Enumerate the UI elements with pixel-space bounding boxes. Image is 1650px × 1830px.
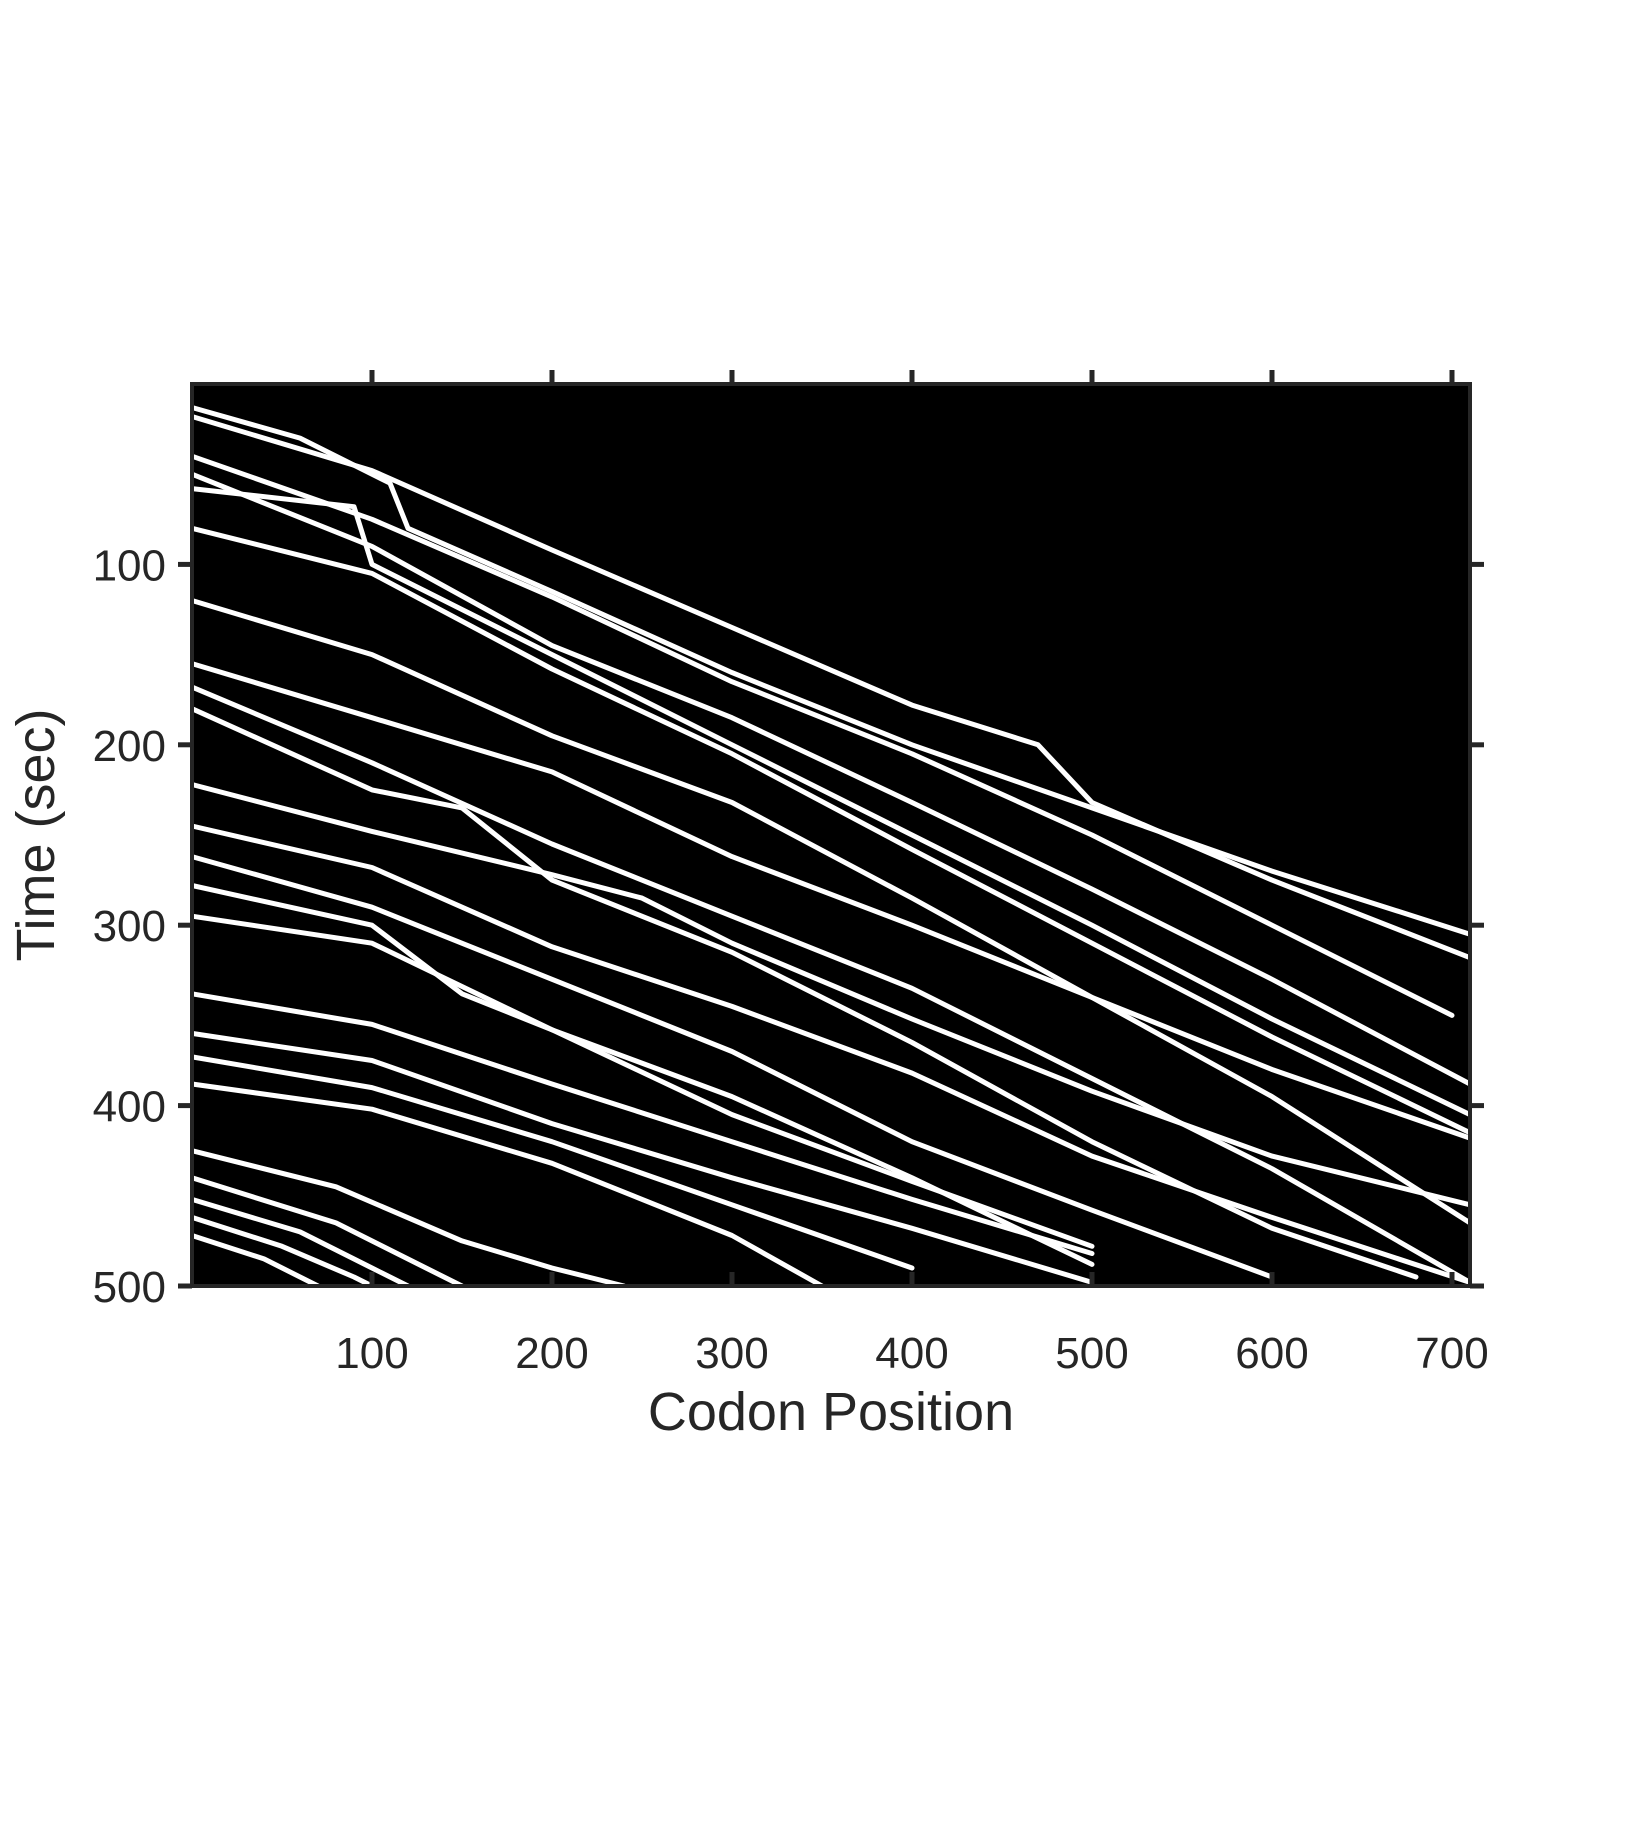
trace-17 bbox=[189, 1030, 1095, 1285]
trace-18 bbox=[189, 1054, 915, 1271]
trace-20 bbox=[189, 1148, 627, 1289]
trace-6 bbox=[189, 525, 1473, 1136]
x-tick-label-400: 400 bbox=[875, 1329, 948, 1378]
x-tick-label-700: 700 bbox=[1415, 1329, 1488, 1378]
trace-3 bbox=[189, 453, 1455, 1018]
y-tick-label-300: 300 bbox=[93, 902, 166, 951]
trace-5 bbox=[189, 486, 1473, 1118]
y-tick-label-500: 500 bbox=[93, 1263, 166, 1312]
x-tick-label-200: 200 bbox=[515, 1329, 588, 1378]
trace-9 bbox=[189, 684, 1473, 1285]
x-tick-label-300: 300 bbox=[695, 1329, 768, 1378]
x-tick-label-500: 500 bbox=[1055, 1329, 1128, 1378]
trace-24 bbox=[189, 1233, 321, 1289]
trace-23 bbox=[189, 1214, 375, 1289]
trace-16 bbox=[189, 991, 1095, 1256]
y-tick-label-400: 400 bbox=[93, 1083, 166, 1132]
trace-22 bbox=[189, 1196, 411, 1289]
trace-7 bbox=[189, 598, 1473, 1226]
trace-12 bbox=[189, 823, 1473, 1285]
trace-11 bbox=[189, 782, 1473, 1208]
x-tick-label-100: 100 bbox=[335, 1329, 408, 1378]
y-tick-label-200: 200 bbox=[93, 722, 166, 771]
x-tick-label-600: 600 bbox=[1235, 1329, 1308, 1378]
axes-frame bbox=[190, 382, 1472, 1288]
traces bbox=[189, 405, 1473, 1289]
trace-4 bbox=[189, 471, 1473, 1087]
trace-2 bbox=[189, 414, 1473, 961]
x-axis-title: Codon Position bbox=[648, 1382, 1014, 1442]
trace-21 bbox=[189, 1175, 465, 1289]
trace-8 bbox=[189, 661, 1473, 1141]
trace-15 bbox=[189, 913, 1095, 1249]
ticks: 100 200 300 400 500 600 700 100 200 300 400 500 bbox=[93, 370, 1489, 1378]
trace-13 bbox=[189, 854, 1275, 1280]
y-axis-title: Time (sec) bbox=[6, 709, 66, 962]
trace-19 bbox=[189, 1081, 825, 1289]
y-tick-label-100: 100 bbox=[93, 541, 166, 590]
